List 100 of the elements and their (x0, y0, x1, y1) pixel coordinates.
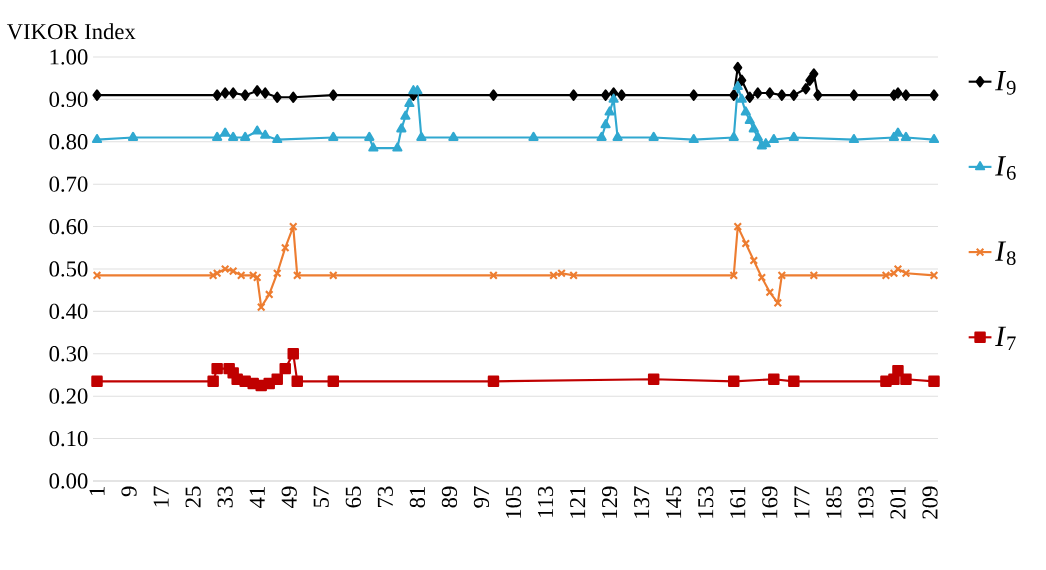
point (220, 127, 231, 137)
y-tick-label: 0.00 (49, 473, 88, 489)
point (732, 80, 743, 91)
x-tick-label: 33 (217, 486, 233, 508)
y-tick-label: 1.00 (50, 49, 88, 65)
point (813, 89, 823, 101)
point (288, 91, 298, 104)
point (765, 287, 775, 297)
y-tick-label: 0.20 (49, 388, 88, 404)
point (928, 375, 940, 388)
point (801, 83, 811, 95)
point (92, 270, 102, 280)
point (212, 268, 222, 278)
point (280, 243, 290, 253)
point (929, 89, 939, 101)
x-tick-label: 73 (377, 486, 393, 507)
point (528, 131, 539, 141)
x-tick-label: 129 (602, 486, 618, 518)
point (396, 123, 407, 133)
point (260, 87, 270, 99)
point (327, 375, 340, 388)
point (600, 119, 611, 129)
point (364, 131, 375, 141)
x-tick-label: 81 (409, 487, 426, 508)
y-tick-label: 0.90 (49, 91, 88, 108)
point (777, 89, 787, 101)
point (748, 123, 759, 133)
point (292, 270, 302, 280)
point (740, 106, 751, 116)
point (287, 348, 299, 360)
x-tick-label: 97 (473, 486, 490, 508)
x-tick-label: 25 (185, 486, 201, 508)
legend-label: I$_{8}$ (995, 241, 1016, 266)
point (248, 270, 258, 280)
point (777, 270, 787, 280)
x-tick-label: 57 (313, 486, 329, 508)
point (272, 268, 282, 278)
x-tick-label: 17 (153, 486, 169, 507)
point (211, 362, 223, 375)
point (92, 89, 102, 101)
y-tick-label: 0.60 (49, 218, 88, 235)
x-tick-label: 49 (281, 486, 297, 508)
point (489, 270, 498, 280)
y-tick-label: 0.50 (49, 261, 88, 277)
point (272, 133, 283, 144)
point (612, 131, 623, 141)
x-tick-label: 193 (858, 486, 874, 518)
point (728, 131, 739, 141)
point (789, 89, 799, 101)
point (260, 129, 271, 139)
point (601, 89, 611, 101)
point (745, 91, 755, 104)
point (648, 131, 659, 141)
point (127, 131, 139, 141)
point (288, 222, 298, 231)
x-tick-label: 153 (698, 486, 714, 518)
x-tick-label: 177 (794, 486, 810, 518)
legend-label: I$_{7}$ (995, 326, 1016, 351)
point (901, 268, 911, 278)
point (91, 375, 103, 388)
legend-label: I$_{6}$ (995, 156, 1016, 180)
point (236, 270, 246, 280)
point (773, 298, 783, 308)
point (733, 61, 743, 74)
point (900, 373, 912, 385)
point (279, 362, 291, 375)
point (604, 106, 615, 116)
point (256, 302, 266, 312)
point (733, 222, 743, 231)
point (753, 87, 763, 99)
x-tick-label: 1 (89, 487, 105, 496)
x-tick-label: 41 (249, 487, 265, 508)
x-tick-label: 65 (345, 486, 361, 508)
point (805, 74, 815, 87)
x-tick-label: 121 (570, 487, 586, 518)
x-tick-label: 209 (922, 486, 938, 519)
point (788, 375, 800, 388)
point (448, 131, 459, 141)
point (488, 89, 499, 101)
point (809, 68, 819, 80)
point (328, 131, 339, 141)
point (768, 133, 779, 144)
point (569, 270, 578, 280)
point (608, 93, 619, 103)
y-tick-label: 0.10 (49, 430, 88, 447)
point (744, 114, 755, 124)
point (412, 85, 423, 95)
point (240, 131, 251, 141)
point (617, 89, 627, 101)
point (737, 74, 747, 87)
point (404, 97, 415, 108)
point (368, 142, 379, 152)
point (212, 89, 222, 101)
point (765, 87, 775, 99)
point (741, 239, 751, 248)
x-tick-label: 169 (762, 486, 778, 518)
point (848, 133, 860, 144)
x-tick-label: 201 (890, 487, 906, 519)
point (228, 131, 239, 141)
point (892, 365, 904, 377)
